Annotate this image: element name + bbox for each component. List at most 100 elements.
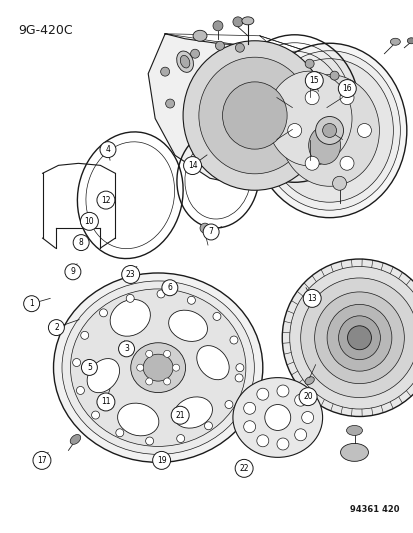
Text: 22: 22: [239, 464, 248, 473]
Text: 20: 20: [303, 392, 312, 401]
Circle shape: [212, 312, 221, 320]
Circle shape: [229, 336, 237, 344]
Circle shape: [183, 157, 201, 174]
Circle shape: [264, 405, 290, 431]
Ellipse shape: [117, 403, 159, 436]
Circle shape: [100, 142, 116, 158]
Ellipse shape: [62, 281, 254, 454]
Circle shape: [203, 224, 218, 240]
Ellipse shape: [198, 57, 310, 174]
Ellipse shape: [406, 38, 413, 44]
Ellipse shape: [258, 51, 399, 210]
Circle shape: [165, 99, 174, 108]
Circle shape: [163, 350, 170, 357]
Circle shape: [190, 49, 199, 58]
Ellipse shape: [389, 38, 399, 45]
Ellipse shape: [222, 82, 287, 149]
Circle shape: [199, 223, 209, 233]
Text: 4: 4: [105, 145, 110, 154]
Circle shape: [299, 387, 316, 406]
Circle shape: [294, 394, 306, 406]
Ellipse shape: [300, 278, 413, 398]
Ellipse shape: [131, 343, 185, 393]
Circle shape: [91, 411, 99, 419]
Circle shape: [212, 21, 223, 31]
Ellipse shape: [289, 266, 413, 409]
Circle shape: [215, 41, 224, 50]
Text: 14: 14: [187, 161, 197, 170]
Circle shape: [339, 156, 353, 170]
Text: 8: 8: [78, 238, 83, 247]
Ellipse shape: [340, 443, 368, 462]
Circle shape: [235, 459, 252, 478]
Circle shape: [80, 212, 98, 230]
Text: 5: 5: [87, 363, 92, 372]
Circle shape: [243, 402, 255, 414]
Ellipse shape: [304, 377, 313, 384]
Circle shape: [118, 341, 134, 357]
Ellipse shape: [87, 359, 119, 393]
Circle shape: [224, 400, 233, 408]
Circle shape: [304, 156, 318, 170]
Circle shape: [72, 359, 81, 367]
Circle shape: [81, 332, 88, 340]
Text: 94361 420: 94361 420: [349, 505, 399, 514]
Circle shape: [235, 43, 244, 52]
Circle shape: [294, 429, 306, 441]
Circle shape: [116, 429, 123, 437]
Ellipse shape: [196, 345, 229, 379]
Ellipse shape: [252, 43, 406, 217]
Circle shape: [235, 374, 242, 382]
Circle shape: [97, 191, 114, 209]
Circle shape: [332, 176, 346, 190]
Text: 13: 13: [307, 294, 316, 303]
Text: 12: 12: [101, 196, 110, 205]
Circle shape: [302, 289, 320, 308]
Circle shape: [256, 435, 268, 447]
Text: 21: 21: [175, 411, 185, 420]
Circle shape: [65, 264, 81, 280]
Circle shape: [304, 59, 313, 68]
Polygon shape: [148, 34, 358, 188]
Text: 17: 17: [37, 456, 47, 465]
Ellipse shape: [233, 377, 322, 457]
Circle shape: [145, 378, 152, 385]
Circle shape: [160, 67, 169, 76]
Ellipse shape: [143, 354, 173, 381]
Ellipse shape: [267, 71, 351, 166]
Ellipse shape: [301, 119, 346, 171]
Ellipse shape: [326, 304, 391, 371]
Circle shape: [187, 296, 195, 304]
Text: 16: 16: [342, 84, 351, 93]
Ellipse shape: [180, 55, 190, 68]
Circle shape: [243, 421, 255, 433]
Ellipse shape: [53, 273, 262, 462]
Ellipse shape: [168, 310, 207, 342]
Circle shape: [347, 326, 370, 350]
Text: 9G-420C: 9G-420C: [19, 24, 73, 37]
Circle shape: [233, 17, 242, 27]
Ellipse shape: [338, 316, 380, 360]
Ellipse shape: [176, 51, 193, 72]
Circle shape: [235, 364, 243, 372]
Text: 2: 2: [54, 323, 59, 332]
Ellipse shape: [173, 397, 212, 428]
Circle shape: [357, 124, 370, 138]
Text: 11: 11: [101, 398, 110, 407]
Circle shape: [171, 406, 189, 424]
Circle shape: [97, 393, 114, 411]
Ellipse shape: [265, 59, 392, 202]
Circle shape: [172, 364, 179, 371]
Text: 15: 15: [309, 76, 318, 85]
Ellipse shape: [314, 292, 404, 384]
Circle shape: [73, 235, 89, 251]
Circle shape: [76, 386, 84, 394]
Circle shape: [136, 364, 143, 371]
Circle shape: [315, 117, 343, 144]
Circle shape: [276, 438, 288, 450]
Circle shape: [145, 437, 153, 445]
Circle shape: [145, 350, 152, 357]
Text: 6: 6: [167, 283, 172, 292]
Text: 3: 3: [124, 344, 129, 353]
Circle shape: [33, 451, 51, 470]
